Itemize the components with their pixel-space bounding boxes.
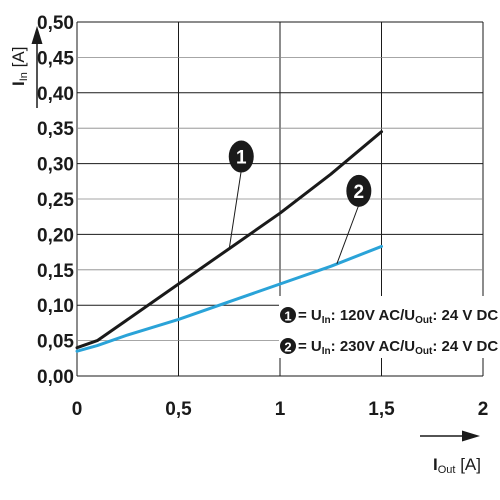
y-tick-label: 0,15 bbox=[37, 261, 74, 282]
legend-item-2: 2 = UIn: 230V AC/UOut: 24 V DC bbox=[280, 338, 498, 357]
y-axis-title: IIn [A] bbox=[9, 26, 43, 108]
x-axis-title: IOut [A] bbox=[420, 430, 481, 476]
badge-leader-1 bbox=[228, 170, 242, 249]
x-tick-label: 1 bbox=[275, 399, 286, 420]
x-tick-label: 0 bbox=[72, 399, 83, 420]
legend-badge-label-1: 1 bbox=[284, 309, 291, 324]
y-tick-label: 0,25 bbox=[37, 190, 74, 211]
badge-leader-2 bbox=[336, 204, 360, 265]
series-lines bbox=[75, 130, 383, 353]
legend: 1 = UIn: 120V AC/UOut: 24 V DC 2 = UIn: … bbox=[279, 296, 498, 358]
y-tick-label: 0,40 bbox=[37, 84, 74, 105]
y-axis-arrow-icon bbox=[31, 26, 43, 44]
series-badge-label-1: 1 bbox=[236, 148, 247, 169]
series-badge-1 bbox=[228, 140, 254, 173]
series-badges: 12 bbox=[228, 140, 372, 265]
y-tick-label: 0,05 bbox=[37, 332, 74, 353]
y-tick-label: 0,50 bbox=[37, 13, 74, 34]
y-tick-label: 0,20 bbox=[37, 225, 74, 246]
y-tick-label: 0,00 bbox=[37, 367, 74, 388]
y-tick-label: 0,30 bbox=[37, 155, 74, 176]
legend-badge-1 bbox=[280, 307, 296, 323]
series-badge-2 bbox=[346, 174, 372, 207]
y-tick-label: 0,45 bbox=[37, 48, 74, 69]
legend-item-1: 1 = UIn: 120V AC/UOut: 24 V DC bbox=[280, 307, 498, 326]
y-tick-label: 0,10 bbox=[37, 296, 74, 317]
grid bbox=[76, 21, 484, 377]
legend-label-2: = UIn: 230V AC/UOut: 24 V DC bbox=[298, 338, 498, 357]
series-badge-label-2: 2 bbox=[354, 182, 365, 203]
y-tick-label: 0,35 bbox=[37, 119, 74, 140]
legend-box bbox=[279, 296, 484, 358]
tick-labels: 0 0,5 1 1,5 2 0,00 0,05 0,10 0,15 0,20 0,25 0,30 0,3… bbox=[37, 13, 488, 420]
x-tick-label: 0,5 bbox=[165, 399, 192, 420]
x-tick-label: 2 bbox=[478, 399, 489, 420]
y-axis-label: IIn [A] bbox=[9, 47, 30, 86]
legend-label-1: = UIn: 120V AC/UOut: 24 V DC bbox=[298, 307, 498, 326]
x-axis-arrow-icon bbox=[462, 430, 480, 442]
x-axis-label: IOut [A] bbox=[433, 455, 481, 476]
series-line-2 bbox=[75, 244, 383, 353]
series-line-1 bbox=[75, 130, 383, 350]
x-tick-label: 1,5 bbox=[368, 399, 395, 420]
legend-badge-2 bbox=[280, 338, 296, 354]
legend-badge-label-2: 2 bbox=[284, 340, 291, 355]
